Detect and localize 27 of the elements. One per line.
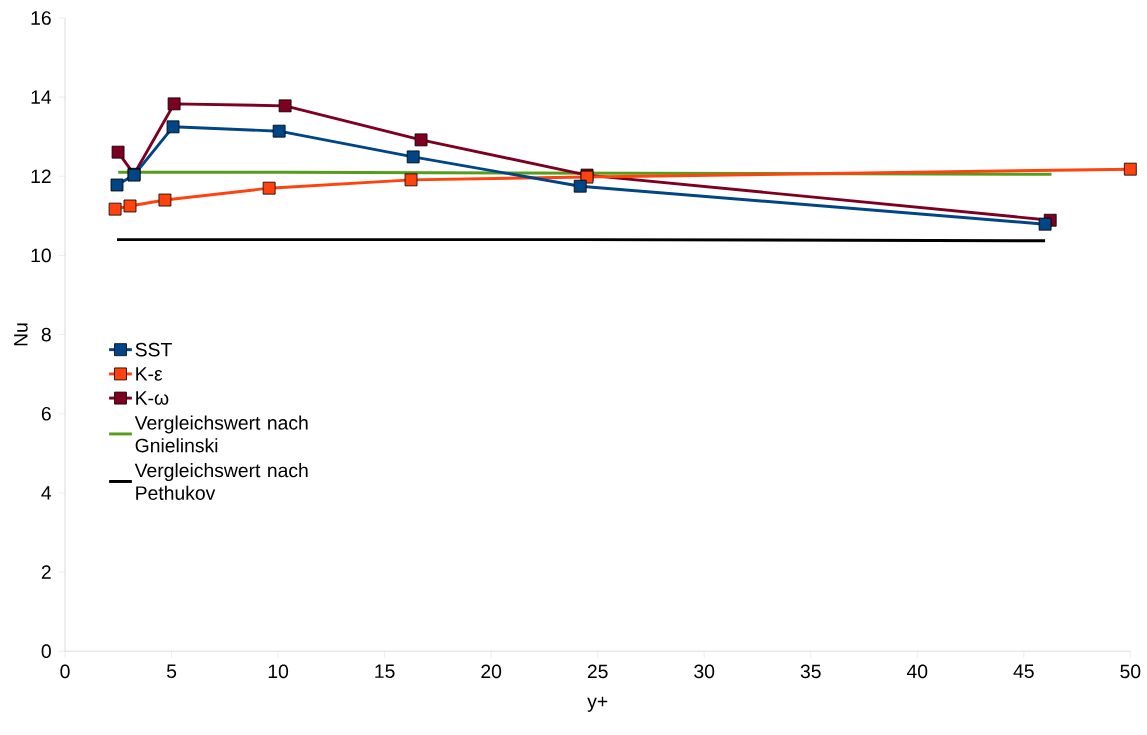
y-axis-title: Nu <box>14 323 28 346</box>
legend-label: Vergleichswert nach Gnielinski <box>134 415 308 453</box>
x-tick-label: 45 <box>1013 664 1034 678</box>
legend-label: K-ε <box>136 367 163 381</box>
legend-label: K-ω <box>136 391 169 405</box>
y-tick-label: 16 <box>31 11 51 25</box>
x-tick-label: 0 <box>60 664 70 679</box>
x-tick-label: 15 <box>375 664 395 678</box>
y-tick-label: 10 <box>31 248 51 263</box>
legend-label: SST <box>135 342 172 357</box>
y-tick-label: 0 <box>41 644 51 658</box>
x-axis-title: y+ <box>587 696 608 712</box>
x-tick-label: 35 <box>800 664 821 679</box>
y-tick-label: 4 <box>41 486 52 500</box>
x-tick-label: 30 <box>694 664 715 679</box>
legend-label: Vergleichswert nach Pethukov <box>134 462 308 500</box>
y-tick-label: 6 <box>41 406 51 421</box>
y-tick-label: 8 <box>41 327 51 342</box>
y-tick-label: 2 <box>41 565 51 579</box>
x-tick-label: 25 <box>587 664 608 679</box>
y-tick-label: 14 <box>31 90 52 104</box>
x-tick-label: 20 <box>481 664 502 679</box>
x-tick-label: 50 <box>1120 664 1141 679</box>
x-tick-label: 5 <box>166 664 177 678</box>
x-tick-label: 10 <box>268 664 289 679</box>
y-tick-label: 12 <box>31 169 51 183</box>
x-tick-label: 40 <box>906 664 928 679</box>
